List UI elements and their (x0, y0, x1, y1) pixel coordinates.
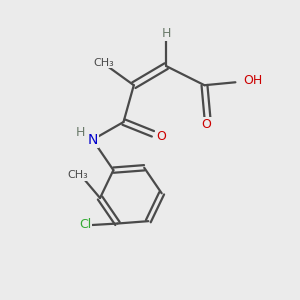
Text: Cl: Cl (79, 218, 91, 232)
Text: CH₃: CH₃ (67, 170, 88, 180)
Text: O: O (201, 118, 211, 130)
Text: OH: OH (244, 74, 263, 87)
Text: H: H (161, 27, 171, 40)
Text: H: H (76, 126, 85, 139)
Text: N: N (87, 133, 98, 147)
Text: O: O (156, 130, 166, 143)
Text: CH₃: CH₃ (93, 58, 114, 68)
